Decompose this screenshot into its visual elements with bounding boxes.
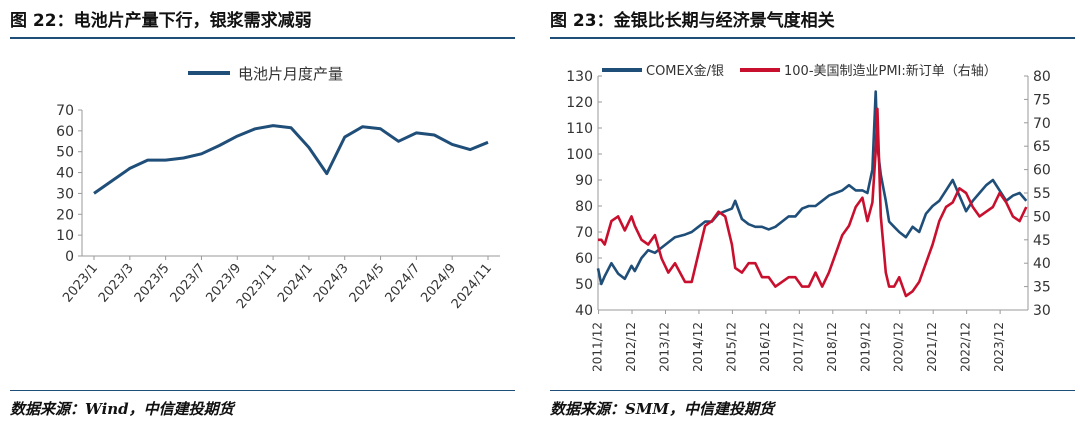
right-x-tick-label: 2020/12 xyxy=(892,322,906,372)
left-y-tick-label: 50 xyxy=(56,145,74,161)
right-x-tick-label: 2018/12 xyxy=(825,322,839,372)
left-y-tick-label: 70 xyxy=(56,103,74,119)
left-y-tick-label: 20 xyxy=(56,207,74,223)
right-right-y-tick-label: 35 xyxy=(1033,280,1051,296)
right-left-y-tick-label: 70 xyxy=(575,225,593,241)
right-right-y-tick-label: 80 xyxy=(1033,69,1051,85)
left-line-chart: 电池片月度产量 0 10 20 30 40 50 60 70 2023/12023/32023/5… xyxy=(56,65,500,312)
right-left-y-tick-label: 130 xyxy=(566,69,593,85)
left-y-tick-label: 10 xyxy=(56,228,74,244)
left-series-line xyxy=(93,124,489,195)
right-figure-title: 图 23：金银比长期与经济景气度相关 xyxy=(550,11,835,31)
right-right-y-tick-label: 60 xyxy=(1033,163,1051,179)
right-x-tick-label: 2012/12 xyxy=(624,322,638,372)
right-x-tick-label: 2013/12 xyxy=(657,322,671,372)
right-right-y-tick-label: 45 xyxy=(1033,233,1051,249)
right-right-y-tick-label: 75 xyxy=(1033,92,1051,108)
right-x-tick-label: 2016/12 xyxy=(758,322,772,372)
right-right-y-tick-label: 30 xyxy=(1033,303,1051,319)
right-source-note: 数据来源：SMM，中信建投期货 xyxy=(550,400,775,418)
right-source-rule xyxy=(550,390,1075,391)
right-x-tick-label: 2014/12 xyxy=(691,322,705,372)
right-right-y-tick-label: 40 xyxy=(1033,256,1051,272)
left-legend-label: 电池片月度产量 xyxy=(238,65,343,83)
right-x-tick-label: 2015/12 xyxy=(724,322,738,372)
left-x-tick-label: 2024/7 xyxy=(383,261,424,306)
left-x-tick-label: 2024/5 xyxy=(347,261,388,306)
left-y-tick-label: 40 xyxy=(56,166,74,182)
right-series-gold-silver-line xyxy=(596,90,1028,286)
right-chart-panel: 图 23：金银比长期与经济景气度相关 40 50 60 70 80 90 100 110 120… xyxy=(540,0,1080,427)
right-left-y-tick-label: 60 xyxy=(575,251,593,267)
left-title-rule xyxy=(10,37,515,39)
right-right-y-tick-label: 70 xyxy=(1033,116,1051,132)
right-x-tick-label: 2022/12 xyxy=(959,322,973,372)
right-series-pmi-line xyxy=(598,107,1028,298)
left-source-note: 数据来源：Wind，中信建投期货 xyxy=(10,400,234,418)
left-x-tick-label: 2023/1 xyxy=(60,261,101,306)
right-left-y-tick-label: 110 xyxy=(566,121,593,137)
left-y-tick-label: 60 xyxy=(56,124,74,140)
right-x-tick-label: 2021/12 xyxy=(925,322,939,372)
left-x-tick-label: 2023/7 xyxy=(168,261,209,306)
right-left-y-tick-label: 40 xyxy=(575,303,593,319)
left-x-tick-label: 2024/3 xyxy=(311,261,352,306)
left-x-tick-label: 2024/1 xyxy=(275,261,316,306)
left-chart-panel: 图 22：电池片产量下行，银浆需求减弱 电池片月度产量 0 10 20 30 40 50 60… xyxy=(0,0,520,427)
left-source-rule xyxy=(10,390,515,391)
right-right-y-tick-label: 55 xyxy=(1033,186,1051,202)
right-left-y-tick-label: 80 xyxy=(575,199,593,215)
right-legend-label-gold-silver: COMEX金/银 xyxy=(646,63,724,79)
right-left-y-tick-label: 90 xyxy=(575,173,593,189)
right-left-y-tick-label: 50 xyxy=(575,277,593,293)
left-y-tick-label: 30 xyxy=(56,186,74,202)
right-x-tick-label: 2023/12 xyxy=(992,322,1006,372)
left-x-tick-label: 2023/5 xyxy=(132,261,173,306)
right-x-tick-label: 2011/12 xyxy=(591,322,605,372)
right-x-tick-label: 2017/12 xyxy=(791,322,805,372)
right-left-y-tick-label: 100 xyxy=(566,147,593,163)
right-right-y-tick-label: 65 xyxy=(1033,139,1051,155)
right-legend-label-pmi: 100-美国制造业PMI:新订单（右轴） xyxy=(784,63,997,79)
left-y-tick-label: 0 xyxy=(65,249,74,265)
right-title-rule xyxy=(550,37,1075,39)
left-x-tick-label: 2023/3 xyxy=(96,261,137,306)
left-figure-title: 图 22：电池片产量下行，银浆需求减弱 xyxy=(10,11,312,31)
right-x-tick-label: 2019/12 xyxy=(858,322,872,372)
right-left-y-tick-label: 120 xyxy=(566,95,593,111)
right-right-y-tick-label: 50 xyxy=(1033,209,1051,225)
right-dual-axis-chart: 40 50 60 70 80 90 100 110 120 130 30 35 40 45 50 55 60 65… xyxy=(566,63,1051,372)
